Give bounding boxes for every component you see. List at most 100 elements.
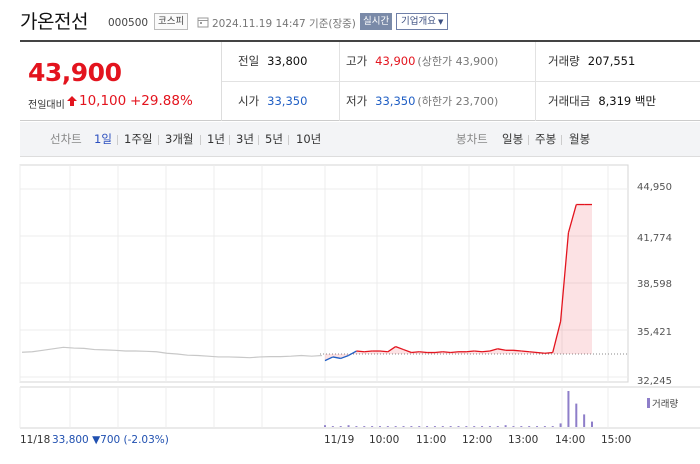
tab-period-3y[interactable]: 3년	[236, 132, 254, 146]
series-line-today	[567, 204, 577, 233]
series-line-today	[434, 351, 443, 354]
prev-close-cell: 전일 33,800	[238, 42, 307, 81]
change-percent: +29.88%	[130, 93, 193, 109]
series-line-today	[364, 350, 373, 353]
volume-bar	[543, 426, 546, 427]
series-line-today	[340, 354, 349, 360]
volume-bar	[331, 426, 334, 427]
open-value: 33,350	[267, 94, 308, 108]
intraday-chart: 44,950 41,774 38,598 35,421 32,245 거래량 1…	[0, 157, 700, 464]
low-cell: 저가 33,350 (하한가 23,700)	[346, 82, 498, 121]
grid-divider	[222, 81, 700, 82]
volume-bar	[473, 426, 476, 427]
volume-bar	[559, 423, 562, 427]
volume-legend-label: 거래량	[652, 399, 679, 410]
trade-value-label: 거래대금	[548, 94, 591, 108]
volume-bar	[481, 426, 484, 427]
series-line-today	[466, 350, 475, 353]
tab-candle-weekly[interactable]: 주봉	[535, 132, 557, 146]
up-arrow-icon	[67, 96, 77, 106]
volume-bar	[418, 426, 421, 427]
series-line-today	[544, 351, 553, 354]
series-area-today	[325, 204, 592, 361]
stock-name: 가온전선	[20, 11, 88, 33]
high-cell: 고가 43,900 (상한가 43,900)	[346, 42, 498, 81]
series-line-today	[559, 232, 570, 322]
tab-separator	[528, 135, 529, 145]
high-label: 고가	[346, 54, 368, 68]
volume-bar	[386, 426, 389, 427]
tab-candle-monthly[interactable]: 월봉	[569, 132, 591, 146]
series-line-today	[411, 351, 420, 354]
volume-bar	[426, 426, 429, 427]
current-price-box: 43,900 전일대비 10,100 +29.88%	[20, 42, 222, 121]
low-value: 33,350	[375, 94, 416, 108]
tab-separator	[288, 135, 289, 145]
tab-period-1y[interactable]: 1년	[207, 132, 225, 146]
timestamp: 2024.11.19 14:47 기준(장중)	[212, 18, 356, 30]
volume-swatch	[647, 398, 650, 408]
realtime-button[interactable]: 실시간	[360, 13, 393, 30]
series-line-today	[403, 348, 412, 354]
x-tick-label: 15:00	[601, 434, 632, 446]
tab-separator	[200, 135, 201, 145]
series-line-today	[419, 351, 428, 354]
series-line-today	[324, 356, 334, 362]
series-line-today	[474, 350, 483, 353]
volume-bar	[371, 426, 374, 427]
series-line-today	[442, 351, 451, 354]
trade-value-cell: 거래대금 8,319 백만	[548, 82, 656, 121]
tab-period-5y[interactable]: 5년	[265, 132, 283, 146]
series-line-today	[497, 348, 506, 351]
prev-day-info: 33,800 ▼700 (-2.03%)	[52, 434, 169, 446]
line-chart-tab[interactable]: 선차트	[50, 132, 82, 146]
volume-bar	[433, 426, 436, 427]
x-tick-label: 11/19	[324, 434, 355, 446]
volume-bar	[394, 426, 397, 427]
current-price: 43,900	[28, 58, 122, 87]
lower-limit: (하한가 23,700)	[417, 95, 499, 108]
series-line-today	[481, 350, 490, 353]
volume-bar	[449, 426, 452, 427]
company-overview-button[interactable]: 기업개요 ▼	[396, 13, 449, 30]
tab-period-3m[interactable]: 3개월	[165, 132, 194, 146]
market-badge: 코스피	[154, 13, 189, 30]
series-line-today	[387, 346, 397, 353]
volume-bar	[378, 426, 381, 427]
chart-tabs: 선차트 1일 1주일 3개월 1년 3년 5년 10년 봉차트 일봉 주봉 월봉	[20, 122, 700, 157]
volume-bar	[488, 426, 491, 427]
candle-chart-tab[interactable]: 봉차트	[456, 132, 488, 146]
stock-header: 가온전선 000500 코스피 2024.11.19 14:47 기준(장중) …	[0, 0, 700, 40]
volume-bar	[363, 426, 366, 427]
volume-label: 거래량	[548, 54, 580, 68]
volume-legend: 거래량	[647, 396, 678, 410]
tab-candle-daily[interactable]: 일봉	[502, 132, 524, 146]
prev-close-value: 33,800	[267, 54, 308, 68]
chart-frame	[19, 164, 629, 383]
x-tick-label: 10:00	[369, 434, 400, 446]
series-line-today	[536, 351, 545, 354]
tab-period-1d[interactable]: 1일	[94, 132, 112, 146]
volume-bar	[567, 391, 570, 427]
y-tick-label: 32,245	[637, 376, 672, 387]
low-label: 저가	[346, 94, 368, 108]
volume-bar	[347, 425, 350, 427]
volume-bar	[355, 426, 358, 427]
volume-value: 207,551	[587, 54, 636, 68]
volume-bar	[465, 426, 468, 427]
grid-divider	[339, 42, 340, 121]
upper-limit: (상한가 43,900)	[417, 55, 499, 68]
series-line-today	[379, 350, 388, 353]
x-tick-label: 14:00	[555, 434, 586, 446]
trade-value: 8,319	[598, 94, 632, 108]
tab-period-1w[interactable]: 1주일	[124, 132, 153, 146]
change-amount: 10,100	[79, 93, 127, 109]
x-tick-label: 13:00	[508, 434, 539, 446]
series-line-today	[529, 351, 538, 354]
volume-bar	[496, 426, 499, 427]
x-tick-label: 11:00	[416, 434, 447, 446]
tab-period-10y[interactable]: 10년	[296, 132, 322, 146]
chart-canvas	[19, 164, 700, 429]
chevron-down-icon: ▼	[437, 18, 444, 26]
volume-cell: 거래량 207,551	[548, 42, 635, 81]
